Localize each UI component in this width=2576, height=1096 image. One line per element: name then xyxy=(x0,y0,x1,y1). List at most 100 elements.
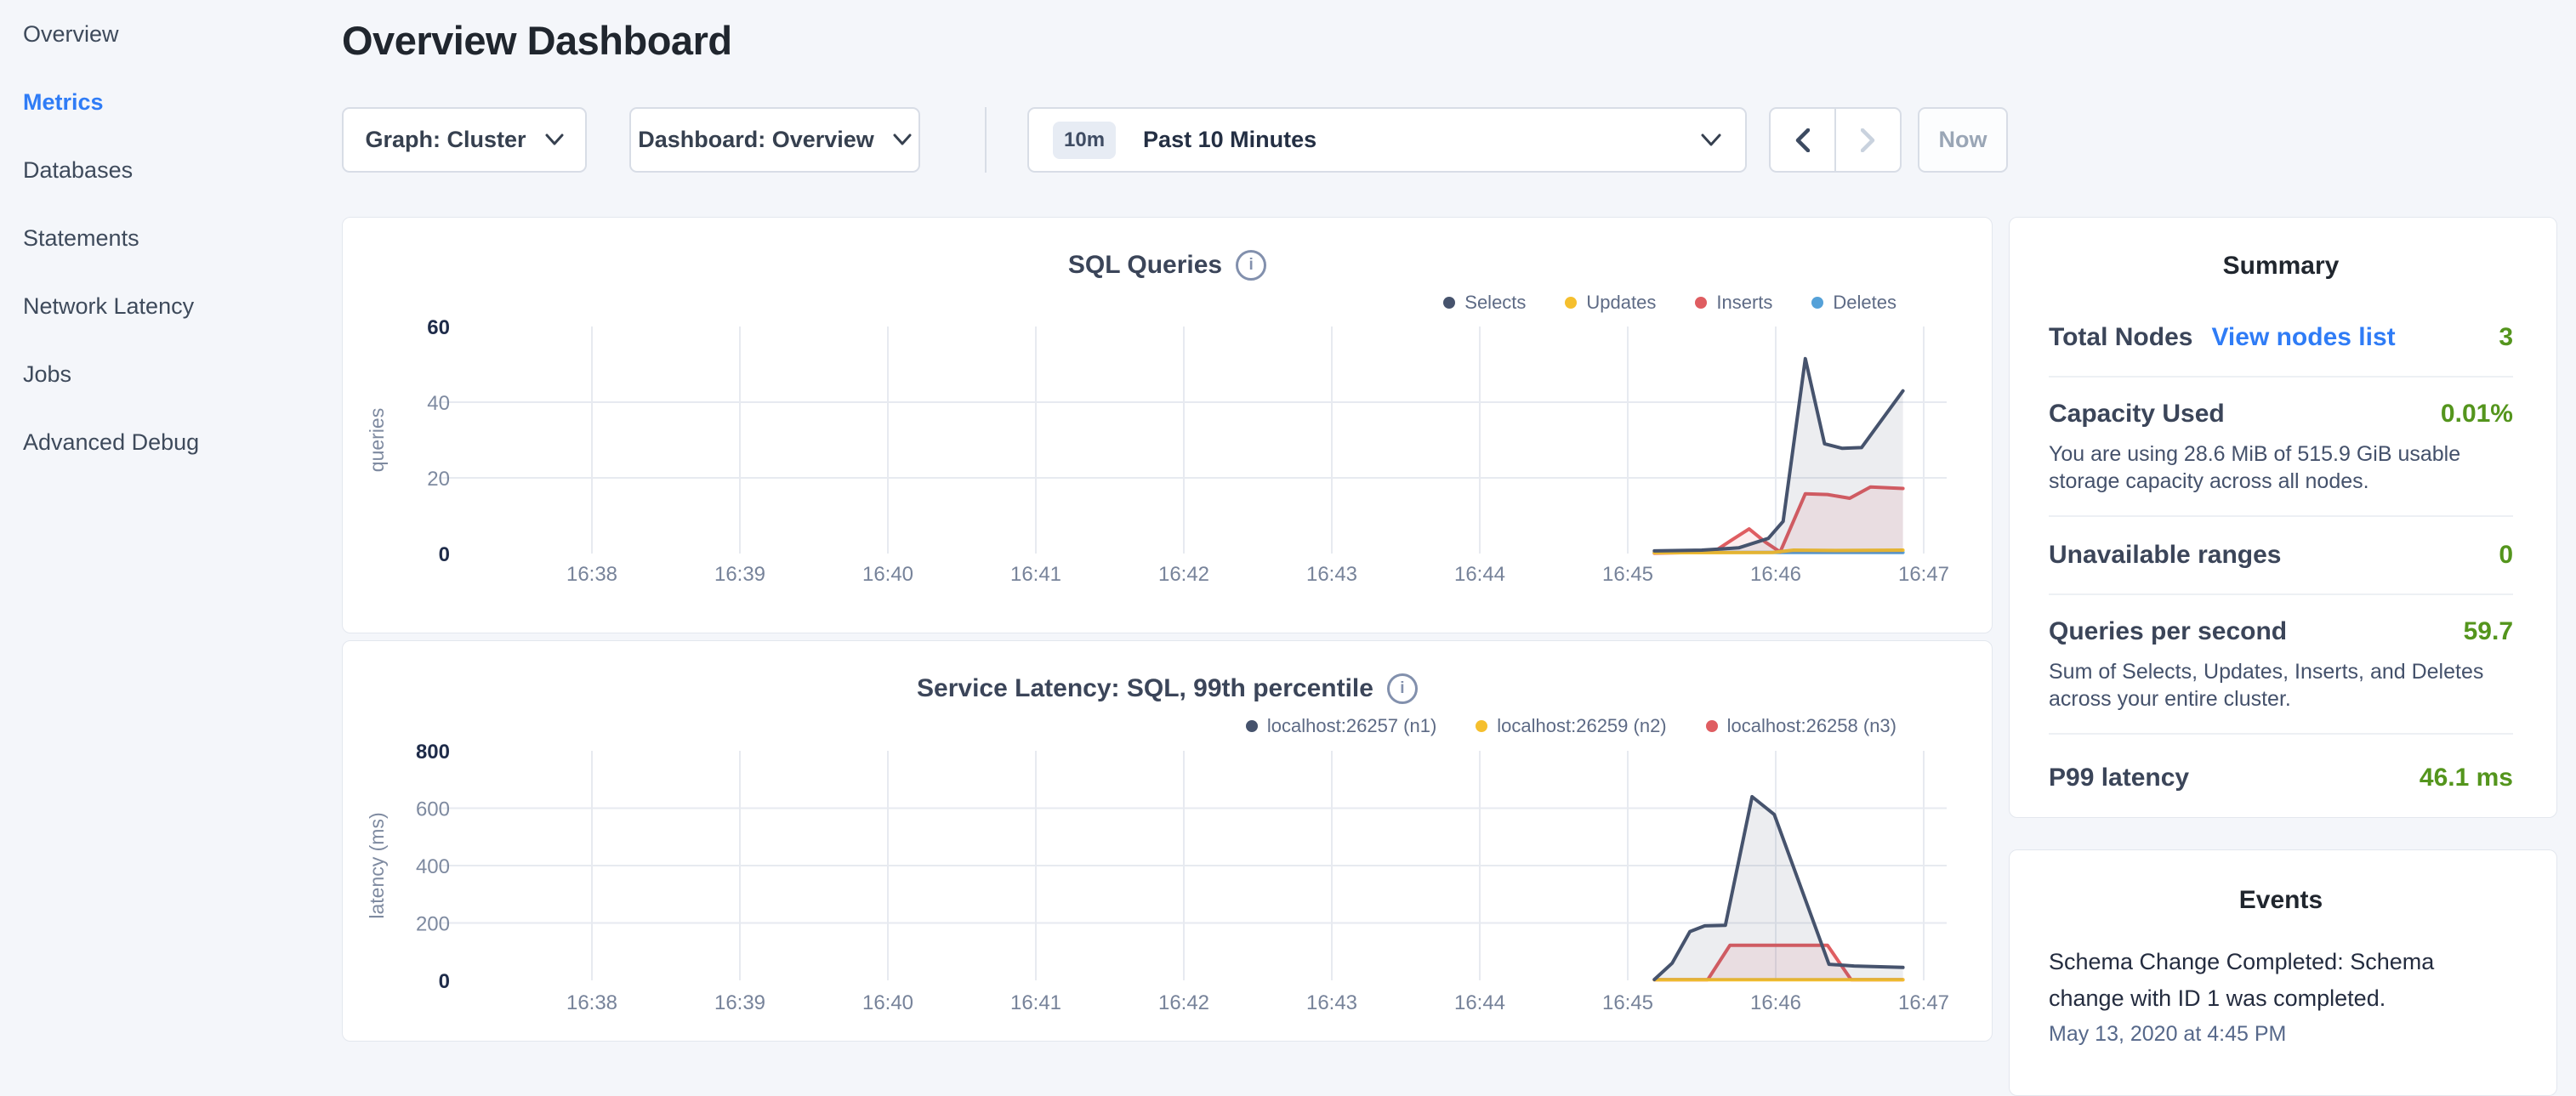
svg-text:20: 20 xyxy=(427,468,450,491)
summary-label: Total Nodes xyxy=(2049,323,2193,351)
now-button[interactable]: Now xyxy=(1918,107,2008,173)
legend-dot-icon xyxy=(1695,297,1708,309)
time-prev-button[interactable] xyxy=(1771,109,1834,171)
summary-value: 0 xyxy=(2499,541,2513,569)
controls-bar: Graph: Cluster Dashboard: Overview 10m P… xyxy=(342,107,2008,173)
sidebar-item-advanced-debug[interactable]: Advanced Debug xyxy=(23,429,200,455)
event-timestamp: May 13, 2020 at 4:45 PM xyxy=(2049,1022,2287,1046)
svg-text:latency (ms): latency (ms) xyxy=(366,812,388,918)
sql-queries-plot: 16:38 16:39 16:40 16:41 16:42 16:43 16:44 16:45… xyxy=(366,320,1949,586)
dashboard-dropdown-label: Dashboard: Overview xyxy=(638,127,874,152)
service-latency-plot: 16:38 16:39 16:40 16:41 16:42 16:43 16:44 16:45… xyxy=(366,743,1949,1014)
legend-label: Deletes xyxy=(1833,292,1896,313)
sidebar-item-statements[interactable]: Statements xyxy=(23,224,139,251)
legend-dot-icon xyxy=(1565,297,1578,309)
sidebar-item-metrics[interactable]: Metrics xyxy=(23,88,104,115)
summary-row-qps: Queries per second 59.7 xyxy=(2049,617,2513,646)
svg-text:16:42: 16:42 xyxy=(1158,563,1209,586)
summary-row-total-nodes: Total Nodes View nodes list 3 xyxy=(2049,323,2513,352)
sidebar-item-overview[interactable]: Overview xyxy=(23,20,119,47)
legend-item: localhost:26258 (n3) xyxy=(1705,715,1896,737)
legend-label: localhost:26259 (n2) xyxy=(1497,715,1667,736)
legend-label: Inserts xyxy=(1716,292,1773,313)
svg-text:16:39: 16:39 xyxy=(714,563,765,586)
info-icon[interactable]: i xyxy=(1236,250,1267,281)
summary-row-p99-latency: P99 latency 46.1 ms xyxy=(2049,764,2513,792)
summary-description: You are using 28.6 MiB of 515.9 GiB usab… xyxy=(2049,442,2461,493)
svg-text:16:45: 16:45 xyxy=(1602,991,1653,1014)
time-step-buttons xyxy=(1769,107,1902,173)
chevron-down-icon xyxy=(545,133,564,145)
svg-text:16:44: 16:44 xyxy=(1454,563,1505,586)
summary-row-unavailable-ranges: Unavailable ranges 0 xyxy=(2049,541,2513,570)
summary-title: Summary xyxy=(2222,252,2340,280)
svg-text:60: 60 xyxy=(427,320,450,339)
chart-title-row: SQL Queries i xyxy=(343,247,1992,284)
svg-text:800: 800 xyxy=(416,743,450,764)
sidebar-item-network-latency[interactable]: Network Latency xyxy=(23,292,195,319)
svg-text:16:38: 16:38 xyxy=(566,563,617,586)
chevron-down-icon xyxy=(893,133,912,145)
graph-dropdown-label: Graph: Cluster xyxy=(365,127,526,152)
chevron-left-icon xyxy=(1795,128,1810,152)
legend-label: localhost:26257 (n1) xyxy=(1266,715,1437,736)
legend-label: localhost:26258 (n3) xyxy=(1726,715,1896,736)
legend-label: Updates xyxy=(1586,292,1657,313)
sidebar: Overview Metrics Databases Statements Ne… xyxy=(0,0,342,476)
svg-text:16:46: 16:46 xyxy=(1750,991,1801,1014)
time-range-badge: 10m xyxy=(1053,121,1117,159)
view-nodes-link[interactable]: View nodes list xyxy=(2211,323,2396,351)
chart-title-row: Service Latency: SQL, 99th percentile i xyxy=(343,670,1992,707)
event-text: Schema Change Completed: Schema change w… xyxy=(2049,949,2435,1011)
legend-dot-icon xyxy=(1811,297,1824,309)
svg-text:16:46: 16:46 xyxy=(1750,563,1801,586)
controls-divider xyxy=(985,107,987,173)
events-title: Events xyxy=(2238,886,2323,914)
dashboard-dropdown[interactable]: Dashboard: Overview xyxy=(629,107,920,173)
summary-label: P99 latency xyxy=(2049,764,2190,792)
legend-label: Selects xyxy=(1464,292,1527,313)
sidebar-item-jobs[interactable]: Jobs xyxy=(23,361,72,387)
legend-dot-icon xyxy=(1443,297,1456,309)
svg-text:queries: queries xyxy=(366,408,388,472)
svg-text:16:43: 16:43 xyxy=(1306,563,1357,586)
svg-text:16:41: 16:41 xyxy=(1010,563,1061,586)
svg-text:16:42: 16:42 xyxy=(1158,991,1209,1014)
summary-value: 59.7 xyxy=(2463,617,2513,645)
svg-text:16:40: 16:40 xyxy=(862,563,913,586)
time-range-label: Past 10 Minutes xyxy=(1143,127,1317,152)
divider xyxy=(2049,593,2513,595)
summary-value: 3 xyxy=(2499,323,2513,351)
graph-dropdown[interactable]: Graph: Cluster xyxy=(342,107,587,173)
sql-queries-chart-card: SQL Queries i Selects Updates Inserts Delet… xyxy=(342,217,1993,633)
svg-text:0: 0 xyxy=(439,970,450,993)
legend-item: Selects xyxy=(1443,292,1526,314)
chevron-down-icon xyxy=(1701,133,1721,145)
info-icon[interactable]: i xyxy=(1386,673,1418,704)
chevron-right-icon xyxy=(1861,128,1875,152)
svg-text:16:40: 16:40 xyxy=(862,991,913,1014)
time-next-button[interactable] xyxy=(1834,109,1900,171)
svg-text:16:39: 16:39 xyxy=(714,991,765,1014)
legend-item: localhost:26257 (n1) xyxy=(1245,715,1437,737)
chart-title: Service Latency: SQL, 99th percentile xyxy=(917,674,1373,702)
chart-legend: Selects Updates Inserts Deletes xyxy=(343,287,1992,318)
legend-item: Deletes xyxy=(1811,292,1896,314)
summary-label: Capacity Used xyxy=(2049,400,2225,428)
sidebar-item-databases[interactable]: Databases xyxy=(23,156,134,183)
summary-panel: Summary Total Nodes View nodes list 3 Ca… xyxy=(2009,217,2557,818)
svg-text:16:43: 16:43 xyxy=(1306,991,1357,1014)
svg-text:16:47: 16:47 xyxy=(1898,991,1949,1014)
svg-text:16:38: 16:38 xyxy=(566,991,617,1014)
svg-text:16:47: 16:47 xyxy=(1898,563,1949,586)
time-range-selector[interactable]: 10m Past 10 Minutes xyxy=(1027,107,1747,173)
divider xyxy=(2049,515,2513,517)
legend-item: Inserts xyxy=(1695,292,1772,314)
summary-description: Sum of Selects, Updates, Inserts, and De… xyxy=(2049,660,2484,711)
summary-value: 0.01% xyxy=(2440,400,2513,428)
legend-dot-icon xyxy=(1476,720,1488,732)
summary-label: Unavailable ranges xyxy=(2049,541,2282,569)
events-panel: Events Schema Change Completed: Schema c… xyxy=(2009,849,2557,1096)
page-title: Overview Dashboard xyxy=(342,18,732,63)
svg-text:16:41: 16:41 xyxy=(1010,991,1061,1014)
